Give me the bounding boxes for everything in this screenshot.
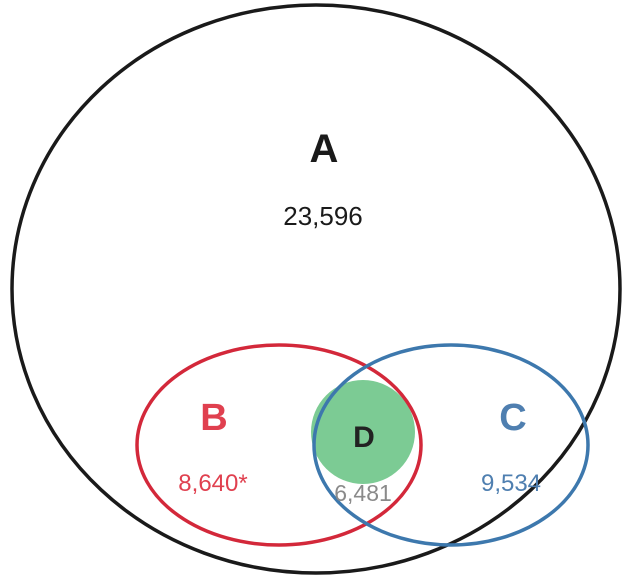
- set-a-label: A: [310, 127, 339, 171]
- set-c-label: C: [499, 397, 526, 439]
- set-b-count: 8,640*: [178, 470, 247, 497]
- set-d-count: 6,481: [334, 480, 392, 506]
- set-c-count: 9,534: [481, 470, 541, 497]
- set-b-label: B: [200, 397, 227, 439]
- set-d-label: D: [353, 421, 375, 454]
- set-b-ellipse: [135, 343, 423, 547]
- set-c-ellipse: [312, 343, 590, 547]
- set-d-circle: [311, 380, 415, 484]
- set-a-count: 23,596: [283, 201, 363, 231]
- set-a-ellipse: [10, 3, 622, 575]
